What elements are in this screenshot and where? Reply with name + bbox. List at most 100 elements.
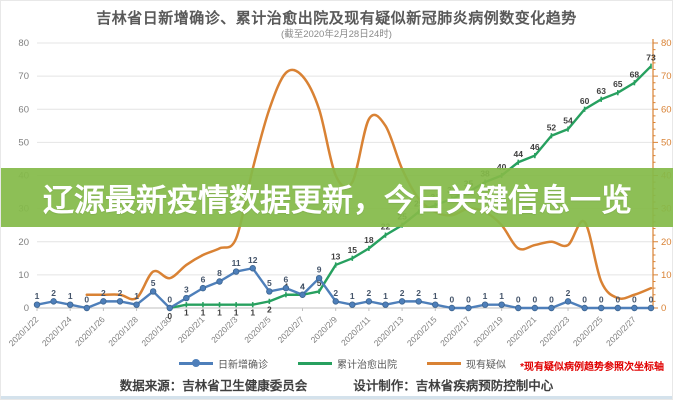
svg-text:65: 65 bbox=[613, 79, 623, 89]
svg-text:0: 0 bbox=[84, 295, 89, 305]
svg-text:2020/2/21: 2020/2/21 bbox=[504, 314, 538, 348]
svg-text:2: 2 bbox=[400, 288, 405, 298]
svg-text:2020/1/24: 2020/1/24 bbox=[40, 314, 74, 348]
svg-text:2020/2/23: 2020/2/23 bbox=[538, 314, 572, 348]
svg-text:0: 0 bbox=[615, 295, 620, 305]
page-subtitle: (截至2020年2月28日24时) bbox=[281, 29, 392, 40]
svg-text:0: 0 bbox=[649, 295, 654, 305]
existing-suspected-line-icon bbox=[427, 359, 461, 368]
svg-text:18: 18 bbox=[364, 235, 374, 245]
svg-text:52: 52 bbox=[547, 122, 557, 132]
svg-text:70: 70 bbox=[18, 71, 29, 82]
svg-text:2: 2 bbox=[416, 288, 421, 298]
svg-text:0: 0 bbox=[632, 295, 637, 305]
svg-text:80: 80 bbox=[661, 38, 672, 49]
svg-text:2020/2/5: 2020/2/5 bbox=[242, 314, 273, 345]
svg-text:2020/1/22: 2020/1/22 bbox=[7, 314, 41, 348]
legend-label-existing-suspected: 现有疑似 bbox=[466, 360, 506, 371]
legend-item-daily-confirmed: 日新增确诊 bbox=[179, 356, 268, 371]
cumulative-cured-line-icon bbox=[298, 359, 332, 368]
svg-text:2: 2 bbox=[333, 288, 338, 298]
svg-text:2: 2 bbox=[51, 288, 56, 298]
svg-text:5: 5 bbox=[267, 278, 272, 288]
svg-text:60: 60 bbox=[661, 104, 672, 115]
svg-text:40: 40 bbox=[497, 162, 507, 172]
svg-text:70: 70 bbox=[661, 71, 672, 82]
svg-text:80: 80 bbox=[18, 38, 29, 49]
svg-text:60: 60 bbox=[580, 96, 590, 106]
svg-text:5: 5 bbox=[151, 278, 156, 288]
svg-text:50: 50 bbox=[661, 137, 672, 148]
svg-text:2020/2/13: 2020/2/13 bbox=[372, 314, 406, 348]
svg-text:73: 73 bbox=[646, 53, 656, 63]
svg-text:2: 2 bbox=[566, 288, 571, 298]
svg-text:68: 68 bbox=[630, 69, 640, 79]
svg-text:2020/2/3: 2020/2/3 bbox=[209, 314, 240, 345]
legend-label-cumulative-cured: 累计治愈出院 bbox=[337, 360, 397, 371]
headline-text: 辽源最新疫情数据更新，今日关键信息一览 bbox=[43, 183, 632, 218]
svg-text:1: 1 bbox=[184, 308, 189, 318]
svg-text:0: 0 bbox=[466, 295, 471, 305]
svg-text:0: 0 bbox=[532, 295, 537, 305]
svg-text:2020/2/7: 2020/2/7 bbox=[275, 314, 306, 345]
headline-banner: 辽源最新疫情数据更新，今日关键信息一览 bbox=[1, 168, 673, 227]
svg-text:1: 1 bbox=[201, 308, 206, 318]
svg-text:0: 0 bbox=[549, 295, 554, 305]
svg-text:1: 1 bbox=[350, 291, 355, 301]
design-credit-text: 设计制作：吉林省疾病预防控制中心 bbox=[353, 379, 554, 393]
svg-text:0: 0 bbox=[449, 295, 454, 305]
svg-text:20: 20 bbox=[18, 237, 29, 248]
svg-text:0: 0 bbox=[24, 303, 29, 314]
svg-text:2020/2/15: 2020/2/15 bbox=[405, 314, 439, 348]
svg-text:10: 10 bbox=[18, 270, 29, 281]
svg-text:50: 50 bbox=[18, 137, 29, 148]
svg-text:6: 6 bbox=[201, 275, 206, 285]
bottom-divider bbox=[1, 396, 672, 399]
svg-text:0: 0 bbox=[167, 311, 172, 321]
svg-text:2020/2/11: 2020/2/11 bbox=[339, 314, 373, 348]
svg-text:0: 0 bbox=[661, 303, 666, 314]
svg-text:2020/2/17: 2020/2/17 bbox=[438, 314, 472, 348]
svg-text:15: 15 bbox=[348, 245, 358, 255]
legend-label-daily-confirmed: 日新增确诊 bbox=[218, 360, 268, 371]
chart-legend: 日新增确诊 累计治愈出院 现有疑似 bbox=[179, 356, 506, 371]
svg-text:12: 12 bbox=[248, 255, 258, 265]
svg-text:2020/2/25: 2020/2/25 bbox=[571, 314, 605, 348]
svg-text:1: 1 bbox=[383, 291, 388, 301]
svg-text:4: 4 bbox=[300, 281, 305, 291]
svg-text:2: 2 bbox=[101, 288, 106, 298]
svg-text:2020/2/27: 2020/2/27 bbox=[604, 314, 638, 348]
svg-text:9: 9 bbox=[317, 265, 322, 275]
svg-text:2: 2 bbox=[367, 288, 372, 298]
svg-text:20: 20 bbox=[661, 237, 672, 248]
data-source-text: 数据来源：吉林省卫生健康委员会 bbox=[119, 379, 308, 393]
svg-text:1: 1 bbox=[134, 291, 139, 301]
svg-text:2020/2/1: 2020/2/1 bbox=[176, 314, 207, 345]
svg-text:11: 11 bbox=[232, 258, 241, 268]
svg-text:1: 1 bbox=[483, 291, 488, 301]
svg-text:2020/2/19: 2020/2/19 bbox=[471, 314, 505, 348]
svg-text:1: 1 bbox=[35, 291, 40, 301]
svg-text:13: 13 bbox=[331, 251, 341, 261]
svg-text:2020/2/9: 2020/2/9 bbox=[309, 314, 340, 345]
legend-item-existing-suspected: 现有疑似 bbox=[427, 356, 506, 371]
page-title: 吉林省日新增确诊、累计治愈出院及现有疑似新冠肺炎病例数变化趋势 bbox=[96, 10, 577, 27]
svg-text:3: 3 bbox=[184, 285, 189, 295]
svg-text:0: 0 bbox=[582, 295, 587, 305]
svg-text:5: 5 bbox=[317, 278, 322, 288]
svg-text:1: 1 bbox=[499, 291, 504, 301]
svg-text:63: 63 bbox=[596, 86, 606, 96]
svg-text:4: 4 bbox=[300, 281, 305, 291]
svg-text:60: 60 bbox=[18, 104, 29, 115]
svg-text:6: 6 bbox=[284, 275, 289, 285]
svg-text:0: 0 bbox=[516, 295, 521, 305]
svg-text:2: 2 bbox=[267, 304, 272, 314]
svg-text:1: 1 bbox=[217, 308, 222, 318]
svg-text:1: 1 bbox=[250, 308, 255, 318]
svg-text:44: 44 bbox=[514, 149, 524, 159]
svg-text:2020/1/26: 2020/1/26 bbox=[73, 314, 107, 348]
svg-text:0: 0 bbox=[599, 295, 604, 305]
svg-text:1: 1 bbox=[234, 308, 239, 318]
svg-text:54: 54 bbox=[563, 116, 573, 126]
